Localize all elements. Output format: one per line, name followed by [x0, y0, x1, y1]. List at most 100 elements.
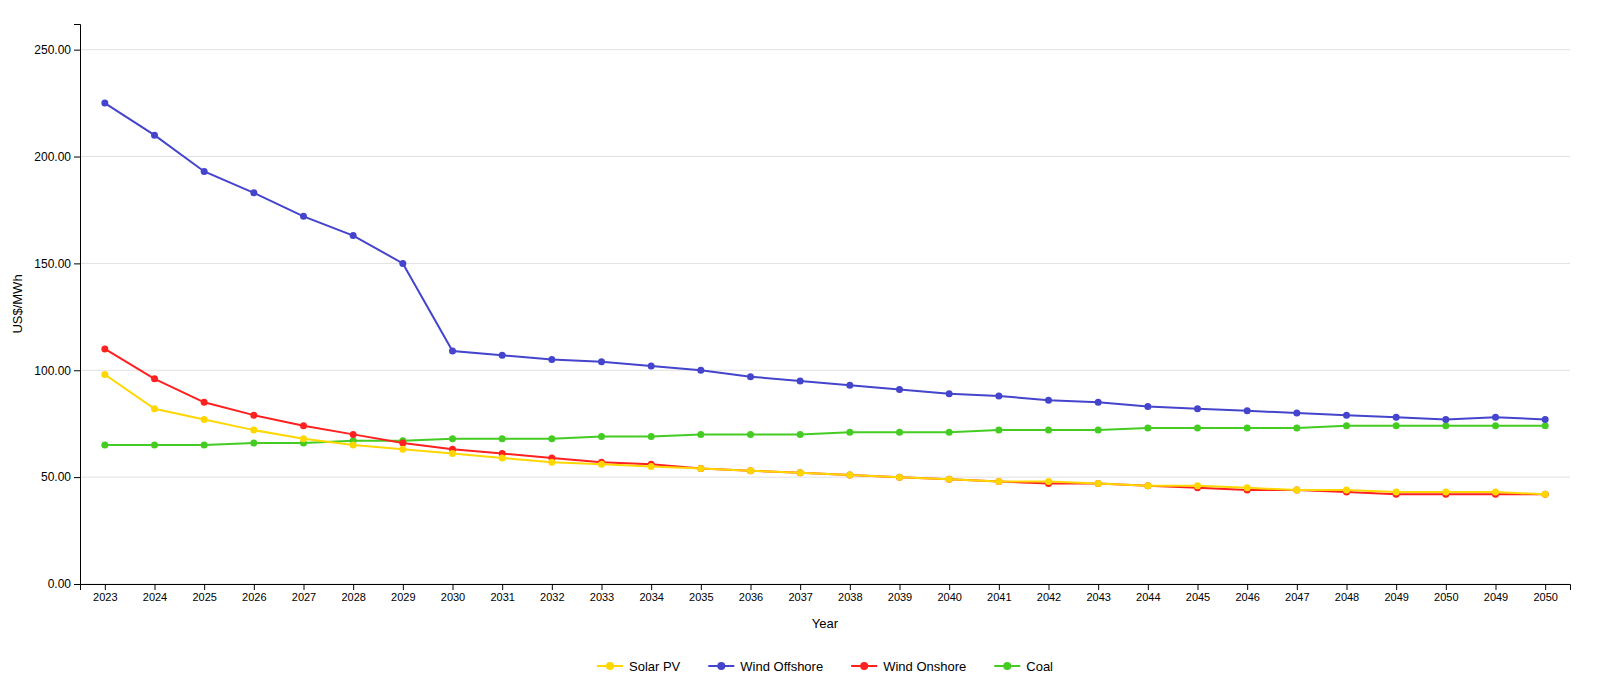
series [101, 100, 1548, 423]
x-tick-label: 2026 [242, 591, 266, 603]
series-marker [697, 465, 704, 472]
series-marker [499, 435, 506, 442]
x-tick-mark [1297, 584, 1298, 590]
series-marker [1343, 486, 1350, 493]
x-tick-mark [701, 584, 702, 590]
legend-label: Wind Offshore [740, 659, 823, 674]
series-marker [1144, 482, 1151, 489]
series-marker [946, 429, 953, 436]
series-marker [995, 478, 1002, 485]
series-marker [1293, 486, 1300, 493]
x-tick-mark [304, 584, 305, 590]
series-marker [151, 132, 158, 139]
x-tick: 2031 [490, 584, 514, 603]
x-tick-mark [105, 584, 106, 590]
series-marker [201, 416, 208, 423]
x-tick: 2035 [689, 584, 713, 603]
x-tick-label: 2042 [1037, 591, 1061, 603]
x-tick-mark [502, 584, 503, 590]
series-marker [648, 463, 655, 470]
series-marker [399, 446, 406, 453]
x-tick-label: 2023 [93, 591, 117, 603]
x-tick-mark [1396, 584, 1397, 590]
x-tick-label: 2039 [888, 591, 912, 603]
x-tick-label: 2038 [838, 591, 862, 603]
series-marker [1492, 489, 1499, 496]
series-marker [300, 422, 307, 429]
x-tick: 2047 [1285, 584, 1309, 603]
series-marker [250, 189, 257, 196]
series-marker [797, 431, 804, 438]
series-marker [648, 433, 655, 440]
series-marker [201, 442, 208, 449]
x-tick-label: 2044 [1136, 591, 1160, 603]
x-tick-mark [651, 584, 652, 590]
series-marker [1293, 410, 1300, 417]
x-tick-label: 2047 [1285, 591, 1309, 603]
series-marker [101, 371, 108, 378]
series-marker [350, 431, 357, 438]
y-tick: 50.00 [41, 470, 80, 484]
x-tick-mark [1198, 584, 1199, 590]
chart: 0.0050.00100.00150.00200.00250.002023202… [0, 0, 1600, 694]
series-marker [151, 375, 158, 382]
series-marker [399, 260, 406, 267]
series-marker [449, 348, 456, 355]
series-marker [995, 392, 1002, 399]
x-tick: 2028 [341, 584, 365, 603]
x-tick-mark [949, 584, 950, 590]
series-marker [747, 467, 754, 474]
x-tick: 2043 [1086, 584, 1110, 603]
x-tick-label: 2050 [1533, 591, 1557, 603]
series-marker [995, 478, 1002, 485]
series-marker [1442, 422, 1449, 429]
x-tick: 2045 [1186, 584, 1210, 603]
series-marker [151, 405, 158, 412]
x-tick-label: 2028 [341, 591, 365, 603]
series-marker [499, 454, 506, 461]
series-marker [1045, 427, 1052, 434]
x-tick: 2044 [1136, 584, 1160, 603]
x-axis-line [81, 585, 1571, 591]
x-tick: 2023 [93, 584, 117, 603]
series-marker [1442, 416, 1449, 423]
series-marker [896, 429, 903, 436]
series-marker [1144, 403, 1151, 410]
x-tick-label: 2041 [987, 591, 1011, 603]
series-marker [1095, 427, 1102, 434]
y-tick: 150.00 [34, 257, 80, 271]
x-tick: 2024 [143, 584, 167, 603]
series-line [105, 349, 1545, 494]
x-tick: 2049 [1384, 584, 1408, 603]
series-marker [548, 435, 555, 442]
series-marker [1244, 424, 1251, 431]
x-tick: 2029 [391, 584, 415, 603]
x-tick: 2042 [1037, 584, 1061, 603]
x-tick-mark [751, 584, 752, 590]
x-tick: 2041 [987, 584, 1011, 603]
x-tick-label: 2046 [1235, 591, 1259, 603]
series-marker [1293, 424, 1300, 431]
grid-line [80, 477, 1570, 478]
series-marker [250, 427, 257, 434]
x-tick-label: 2049 [1484, 591, 1508, 603]
y-tick-mark [74, 50, 80, 51]
series-marker [1343, 412, 1350, 419]
x-axis-title: Year [812, 616, 839, 631]
grid-line [80, 263, 1570, 264]
series-marker [1393, 414, 1400, 421]
plot: 0.0050.00100.00150.00200.00250.002023202… [34, 25, 1570, 603]
series-line [105, 375, 1545, 495]
series-marker [1442, 489, 1449, 496]
y-tick: 100.00 [34, 364, 80, 378]
series-marker [896, 474, 903, 481]
series-marker [250, 412, 257, 419]
x-tick: 2050 [1434, 584, 1458, 603]
legend-marker [860, 662, 868, 670]
x-tick-mark [353, 584, 354, 590]
x-tick-label: 2036 [739, 591, 763, 603]
series-marker [101, 345, 108, 352]
series-marker [1045, 397, 1052, 404]
x-tick-mark [1098, 584, 1099, 590]
x-tick: 2040 [937, 584, 961, 603]
